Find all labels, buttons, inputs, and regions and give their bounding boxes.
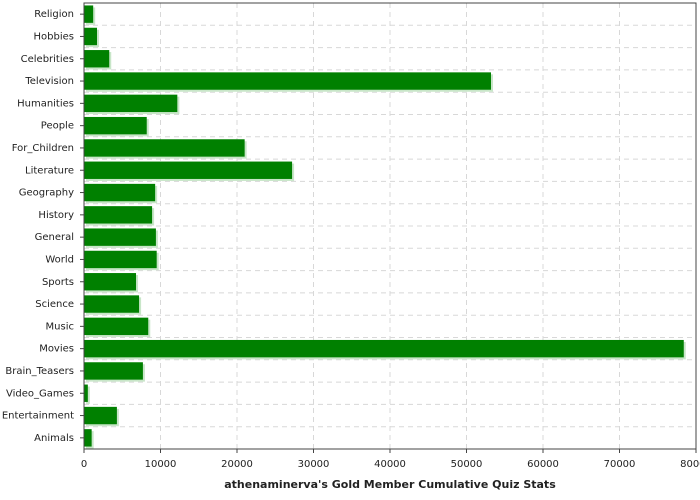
bar [84, 50, 110, 68]
plot-frame [83, 2, 697, 450]
bar [84, 27, 98, 46]
bar [84, 429, 92, 447]
bar [84, 250, 157, 269]
bar [84, 339, 684, 358]
bar [84, 228, 156, 246]
x-tick-label: 20000 [221, 459, 253, 470]
bar-shadow [86, 386, 90, 404]
y-tick-label: Movies [39, 344, 74, 355]
x-tick-label: 10000 [145, 459, 177, 470]
bar [84, 206, 153, 224]
y-tick-label: Geography [19, 188, 74, 199]
x-tick-label: 60000 [527, 459, 559, 470]
y-tick-label: Animals [34, 433, 74, 444]
x-tick-label: 50000 [451, 459, 483, 470]
y-tick-label: General [35, 232, 74, 243]
bar [84, 161, 293, 179]
y-tick-label: Brain_Teasers [5, 366, 74, 377]
x-tick-label: 30000 [298, 459, 330, 470]
y-tick-label: Music [46, 321, 74, 332]
bar [84, 406, 117, 425]
y-tick-label: Entertainment [2, 411, 74, 422]
chart-title: athenaminerva's Gold Member Cumulative Q… [224, 478, 556, 491]
x-tick-label: 40000 [374, 459, 406, 470]
bar [84, 384, 88, 402]
bar [84, 94, 178, 113]
y-tick-label: Religion [34, 9, 74, 20]
x-tick-label: 70000 [604, 459, 636, 470]
x-tick-label: 80000 [680, 459, 700, 470]
y-tick-label: Celebrities [21, 54, 74, 65]
x-tick-label: 0 [81, 459, 87, 470]
bar [84, 362, 143, 380]
bar [84, 273, 137, 291]
bar [84, 72, 491, 90]
y-tick-label: Hobbies [34, 31, 74, 42]
bar [84, 5, 94, 23]
y-tick-label: For_Children [12, 143, 74, 154]
y-tick-label: Science [35, 299, 74, 310]
bar [84, 116, 147, 135]
y-tick-label: Video_Games [6, 388, 74, 399]
y-tick-label: World [45, 254, 74, 265]
bar [84, 139, 245, 157]
bar [84, 183, 156, 202]
bar [84, 317, 149, 336]
y-tick-label: Sports [42, 277, 74, 288]
y-tick-label: Literature [25, 165, 74, 176]
y-tick-label: Humanities [17, 98, 74, 109]
y-tick-label: Television [24, 76, 74, 87]
bar [84, 295, 140, 313]
y-tick-label: People [41, 121, 74, 132]
y-tick-label: History [38, 210, 74, 221]
